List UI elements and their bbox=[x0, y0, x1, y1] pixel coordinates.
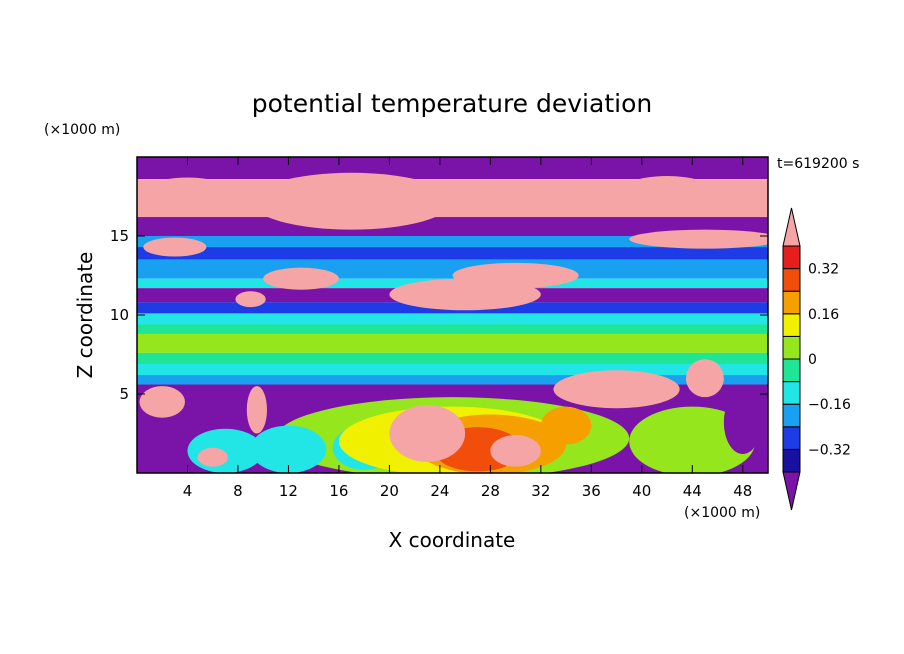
contour-band-11 bbox=[137, 333, 768, 353]
contour-region-7 bbox=[389, 278, 541, 311]
x-tick-label: 40 bbox=[632, 482, 651, 500]
chart-title: potential temperature deviation bbox=[252, 89, 652, 118]
contour-region-25 bbox=[723, 390, 762, 455]
y-unit-label: (×1000 m) bbox=[44, 122, 120, 138]
contour-region-0 bbox=[137, 177, 238, 216]
colorbar-segment-4 bbox=[782, 358, 801, 383]
y-tick-label: 5 bbox=[119, 385, 129, 403]
x-tick-label: 36 bbox=[582, 482, 601, 500]
x-axis: 4 8 12 16 20 24 28 32 36 40 44 48 bbox=[183, 157, 752, 500]
colorbar-segment-6 bbox=[782, 313, 801, 337]
time-label: t=619200 s bbox=[777, 156, 859, 172]
contour-region-5 bbox=[263, 267, 339, 290]
colorbar-segment-1 bbox=[782, 426, 801, 450]
y-axis: 5 10 15 bbox=[110, 227, 768, 403]
contour-region-10 bbox=[685, 359, 724, 398]
x-tick-label: 16 bbox=[329, 482, 348, 500]
colorbar-tick-label: 0.16 bbox=[808, 307, 839, 323]
x-tick-label: 20 bbox=[380, 482, 399, 500]
y-tick-label: 15 bbox=[110, 227, 129, 245]
colorbar-tick-label: −0.32 bbox=[808, 442, 851, 458]
contour-band-14 bbox=[137, 375, 768, 385]
colorbar-segment-7 bbox=[782, 290, 801, 315]
contour-band-9 bbox=[137, 313, 768, 325]
colorbar-tick-label: 0.32 bbox=[808, 262, 839, 278]
contour-band-5 bbox=[137, 259, 768, 279]
colorbar-segment-8 bbox=[782, 268, 801, 292]
contour-regions bbox=[137, 172, 768, 473]
contour-region-8 bbox=[235, 291, 266, 308]
colorbar-segment-2 bbox=[782, 403, 801, 428]
x-tick-label: 12 bbox=[279, 482, 298, 500]
colorbar-segment-3 bbox=[782, 381, 801, 405]
contour-region-4 bbox=[143, 237, 207, 257]
contour-region-21 bbox=[540, 406, 592, 445]
contour-region-1 bbox=[250, 172, 453, 230]
contour-region-12 bbox=[629, 406, 756, 473]
contour-region-19 bbox=[389, 405, 466, 462]
x-axis-label: X coordinate bbox=[389, 528, 516, 552]
contour-band-3 bbox=[137, 236, 768, 248]
colorbar-segment-0 bbox=[782, 448, 801, 473]
x-tick-label: 24 bbox=[430, 482, 449, 500]
x-unit-label: (×1000 m) bbox=[684, 505, 760, 521]
contour-region-20 bbox=[490, 435, 541, 467]
x-tick-label: 48 bbox=[733, 482, 752, 500]
contour-band-4 bbox=[137, 247, 768, 260]
contour-region-3 bbox=[629, 229, 768, 249]
colorbar-segment-9 bbox=[782, 245, 801, 270]
contour-region-9 bbox=[553, 370, 680, 409]
x-tick-label: 44 bbox=[683, 482, 702, 500]
x-tick-label: 8 bbox=[233, 482, 243, 500]
colorbar: −0.32 −0.16 0 0.16 0.32 bbox=[782, 207, 851, 511]
colorbar-low-arrow bbox=[782, 471, 801, 511]
contour-region-24 bbox=[246, 386, 267, 434]
colorbar-tick-label: 0 bbox=[808, 352, 817, 368]
contour-region-2 bbox=[616, 175, 718, 214]
colorbar-segment-5 bbox=[782, 335, 801, 360]
contour-band-12 bbox=[137, 352, 768, 364]
colorbar-high-arrow bbox=[782, 207, 801, 247]
contour-band-10 bbox=[137, 324, 768, 334]
x-tick-label: 28 bbox=[481, 482, 500, 500]
x-tick-label: 32 bbox=[531, 482, 550, 500]
contour-region-14 bbox=[250, 425, 327, 473]
contour-band-0 bbox=[137, 157, 768, 180]
y-axis-label: Z coordinate bbox=[73, 252, 97, 379]
contour-region-22 bbox=[139, 386, 185, 418]
colorbar-tick-label: −0.16 bbox=[808, 397, 851, 413]
contour-band-13 bbox=[137, 363, 768, 376]
y-tick-label: 10 bbox=[110, 306, 129, 324]
contour-region-23 bbox=[197, 447, 228, 467]
plot-area bbox=[137, 157, 768, 473]
x-tick-label: 4 bbox=[183, 482, 193, 500]
